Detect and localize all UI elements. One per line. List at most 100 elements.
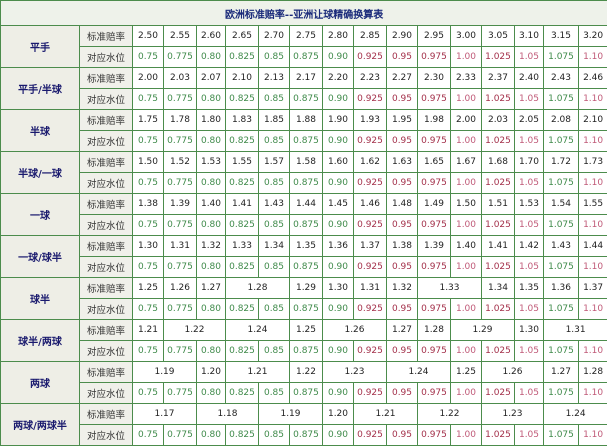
odds-cell: 1.44 xyxy=(290,194,323,215)
water-cell: 0.825 xyxy=(226,341,259,362)
water-cell: 0.925 xyxy=(354,299,387,320)
water-cell: 1.075 xyxy=(544,257,579,278)
odds-cell: 3.00 xyxy=(451,26,482,47)
odds-cell: 1.29 xyxy=(451,320,515,341)
water-cell: 0.875 xyxy=(290,215,323,236)
water-cell: 0.775 xyxy=(164,299,197,320)
odds-cell: 1.20 xyxy=(323,404,354,425)
odds-cell: 1.19 xyxy=(133,362,197,383)
odds-cell: 1.32 xyxy=(197,236,226,257)
water-cell: 1.00 xyxy=(451,425,482,446)
odds-cell: 1.43 xyxy=(544,236,579,257)
odds-cell: 2.03 xyxy=(164,68,197,89)
odds-cell: 1.25 xyxy=(290,320,323,341)
odds-cell: 1.83 xyxy=(226,110,259,131)
water-cell: 1.00 xyxy=(451,215,482,236)
water-cell: 0.95 xyxy=(387,383,418,404)
water-cell: 1.05 xyxy=(515,215,544,236)
water-cell: 1.05 xyxy=(515,47,544,68)
water-cell: 0.875 xyxy=(290,425,323,446)
odds-cell: 1.26 xyxy=(164,278,197,299)
odds-cell: 3.05 xyxy=(482,26,515,47)
water-cell: 0.775 xyxy=(164,341,197,362)
odds-cell: 1.50 xyxy=(451,194,482,215)
water-cell: 0.825 xyxy=(226,173,259,194)
water-cell: 0.85 xyxy=(259,341,290,362)
water-cell: 0.95 xyxy=(387,425,418,446)
odds-row-label: 标准赔率 xyxy=(80,236,133,257)
odds-cell: 1.24 xyxy=(226,320,290,341)
water-cell: 1.10 xyxy=(579,131,607,152)
water-cell: 1.10 xyxy=(579,257,607,278)
water-cell: 1.05 xyxy=(515,173,544,194)
water-cell: 0.80 xyxy=(197,215,226,236)
water-cell: 0.85 xyxy=(259,173,290,194)
water-cell: 0.975 xyxy=(418,215,451,236)
water-cell: 0.80 xyxy=(197,131,226,152)
water-cell: 0.80 xyxy=(197,257,226,278)
water-cell: 1.05 xyxy=(515,299,544,320)
water-cell: 1.10 xyxy=(579,341,607,362)
odds-cell: 1.55 xyxy=(226,152,259,173)
water-cell: 0.90 xyxy=(323,173,354,194)
water-cell: 0.825 xyxy=(226,299,259,320)
odds-cell: 3.20 xyxy=(579,26,607,47)
water-cell: 1.00 xyxy=(451,173,482,194)
odds-cell: 1.85 xyxy=(259,110,290,131)
water-cell: 0.75 xyxy=(133,89,164,110)
water-cell: 0.775 xyxy=(164,89,197,110)
odds-cell: 1.31 xyxy=(354,278,387,299)
water-cell: 1.05 xyxy=(515,383,544,404)
water-cell: 1.025 xyxy=(482,257,515,278)
water-cell: 0.825 xyxy=(226,425,259,446)
odds-cell: 1.33 xyxy=(226,236,259,257)
odds-cell: 1.22 xyxy=(164,320,226,341)
odds-cell: 1.27 xyxy=(544,362,579,383)
odds-cell: 1.28 xyxy=(226,278,290,299)
water-cell: 0.95 xyxy=(387,215,418,236)
water-cell: 0.85 xyxy=(259,425,290,446)
water-cell: 0.875 xyxy=(290,89,323,110)
water-cell: 0.90 xyxy=(323,383,354,404)
water-cell: 0.925 xyxy=(354,89,387,110)
water-cell: 0.95 xyxy=(387,47,418,68)
water-cell: 0.90 xyxy=(323,299,354,320)
odds-cell: 1.31 xyxy=(544,320,607,341)
odds-cell: 1.65 xyxy=(418,152,451,173)
odds-cell: 1.80 xyxy=(197,110,226,131)
odds-row-label: 标准赔率 xyxy=(80,110,133,131)
odds-cell: 1.24 xyxy=(544,404,607,425)
odds-cell: 1.36 xyxy=(323,236,354,257)
water-cell: 1.00 xyxy=(451,131,482,152)
water-cell: 1.075 xyxy=(544,299,579,320)
water-cell: 0.80 xyxy=(197,47,226,68)
odds-cell: 1.29 xyxy=(290,278,323,299)
water-cell: 0.75 xyxy=(133,341,164,362)
water-cell: 0.75 xyxy=(133,425,164,446)
odds-cell: 1.39 xyxy=(164,194,197,215)
table-title: 欧洲标准赔率--亚洲让球精确换算表 xyxy=(1,1,607,26)
water-cell: 1.00 xyxy=(451,47,482,68)
odds-cell: 1.57 xyxy=(259,152,290,173)
water-cell: 1.10 xyxy=(579,47,607,68)
water-row-label: 对应水位 xyxy=(80,47,133,68)
odds-cell: 1.17 xyxy=(133,404,197,425)
odds-cell: 1.38 xyxy=(387,236,418,257)
title-row: 欧洲标准赔率--亚洲让球精确换算表 xyxy=(1,1,607,26)
water-cell: 0.85 xyxy=(259,89,290,110)
water-row-label: 对应水位 xyxy=(80,341,133,362)
odds-cell: 2.08 xyxy=(544,110,579,131)
odds-cell: 1.44 xyxy=(579,236,607,257)
water-cell: 0.875 xyxy=(290,383,323,404)
odds-cell: 1.40 xyxy=(451,236,482,257)
odds-cell: 1.27 xyxy=(197,278,226,299)
handicap-label: 平手 xyxy=(1,26,80,68)
water-cell: 0.95 xyxy=(387,173,418,194)
odds-cell: 1.39 xyxy=(418,236,451,257)
odds-cell: 1.21 xyxy=(354,404,418,425)
water-cell: 0.95 xyxy=(387,89,418,110)
odds-cell: 1.33 xyxy=(418,278,482,299)
